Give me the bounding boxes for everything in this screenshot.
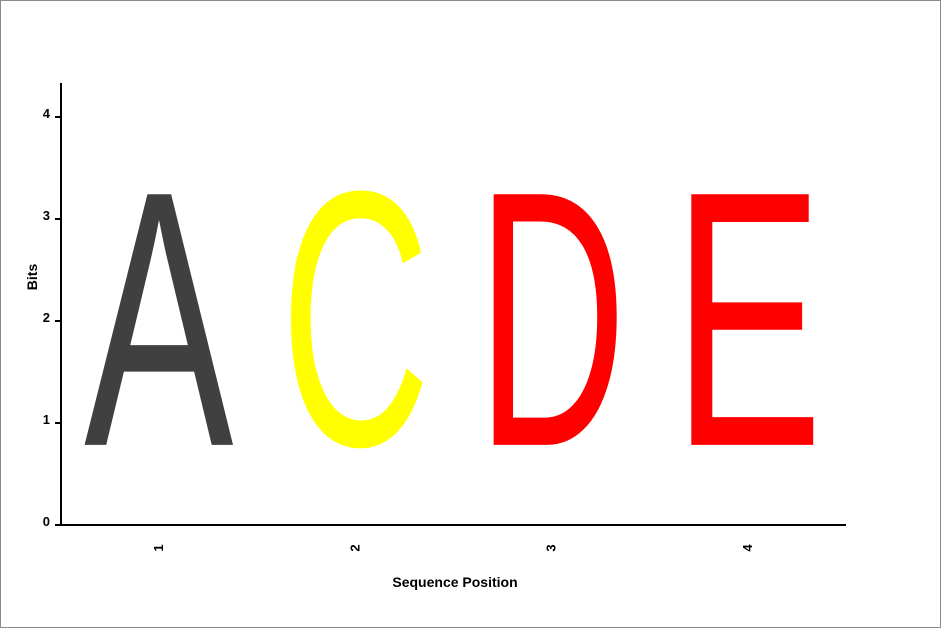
y-tick-label: 4 — [43, 106, 51, 121]
x-tick-label: 3 — [544, 544, 559, 551]
x-tick-label: 1 — [151, 544, 166, 551]
logo-letter-a: A — [84, 116, 234, 523]
x-ticks: 1 2 3 4 — [151, 544, 755, 552]
logo-letter-d: D — [477, 116, 627, 523]
logo-letter-c: C — [280, 116, 430, 523]
x-tick-label: 4 — [740, 544, 755, 552]
y-tick-label: 2 — [43, 310, 50, 325]
x-tick-label: 2 — [347, 544, 362, 551]
y-tick-label: 1 — [43, 412, 50, 427]
y-tick-label: 3 — [43, 208, 50, 223]
x-axis-title: Sequence Position — [392, 574, 517, 590]
logo-letter-e: E — [673, 116, 823, 523]
y-ticks: 0 1 2 3 4 — [43, 106, 61, 529]
y-tick-label: 0 — [43, 514, 50, 529]
y-axis-title: Bits — [24, 264, 40, 291]
